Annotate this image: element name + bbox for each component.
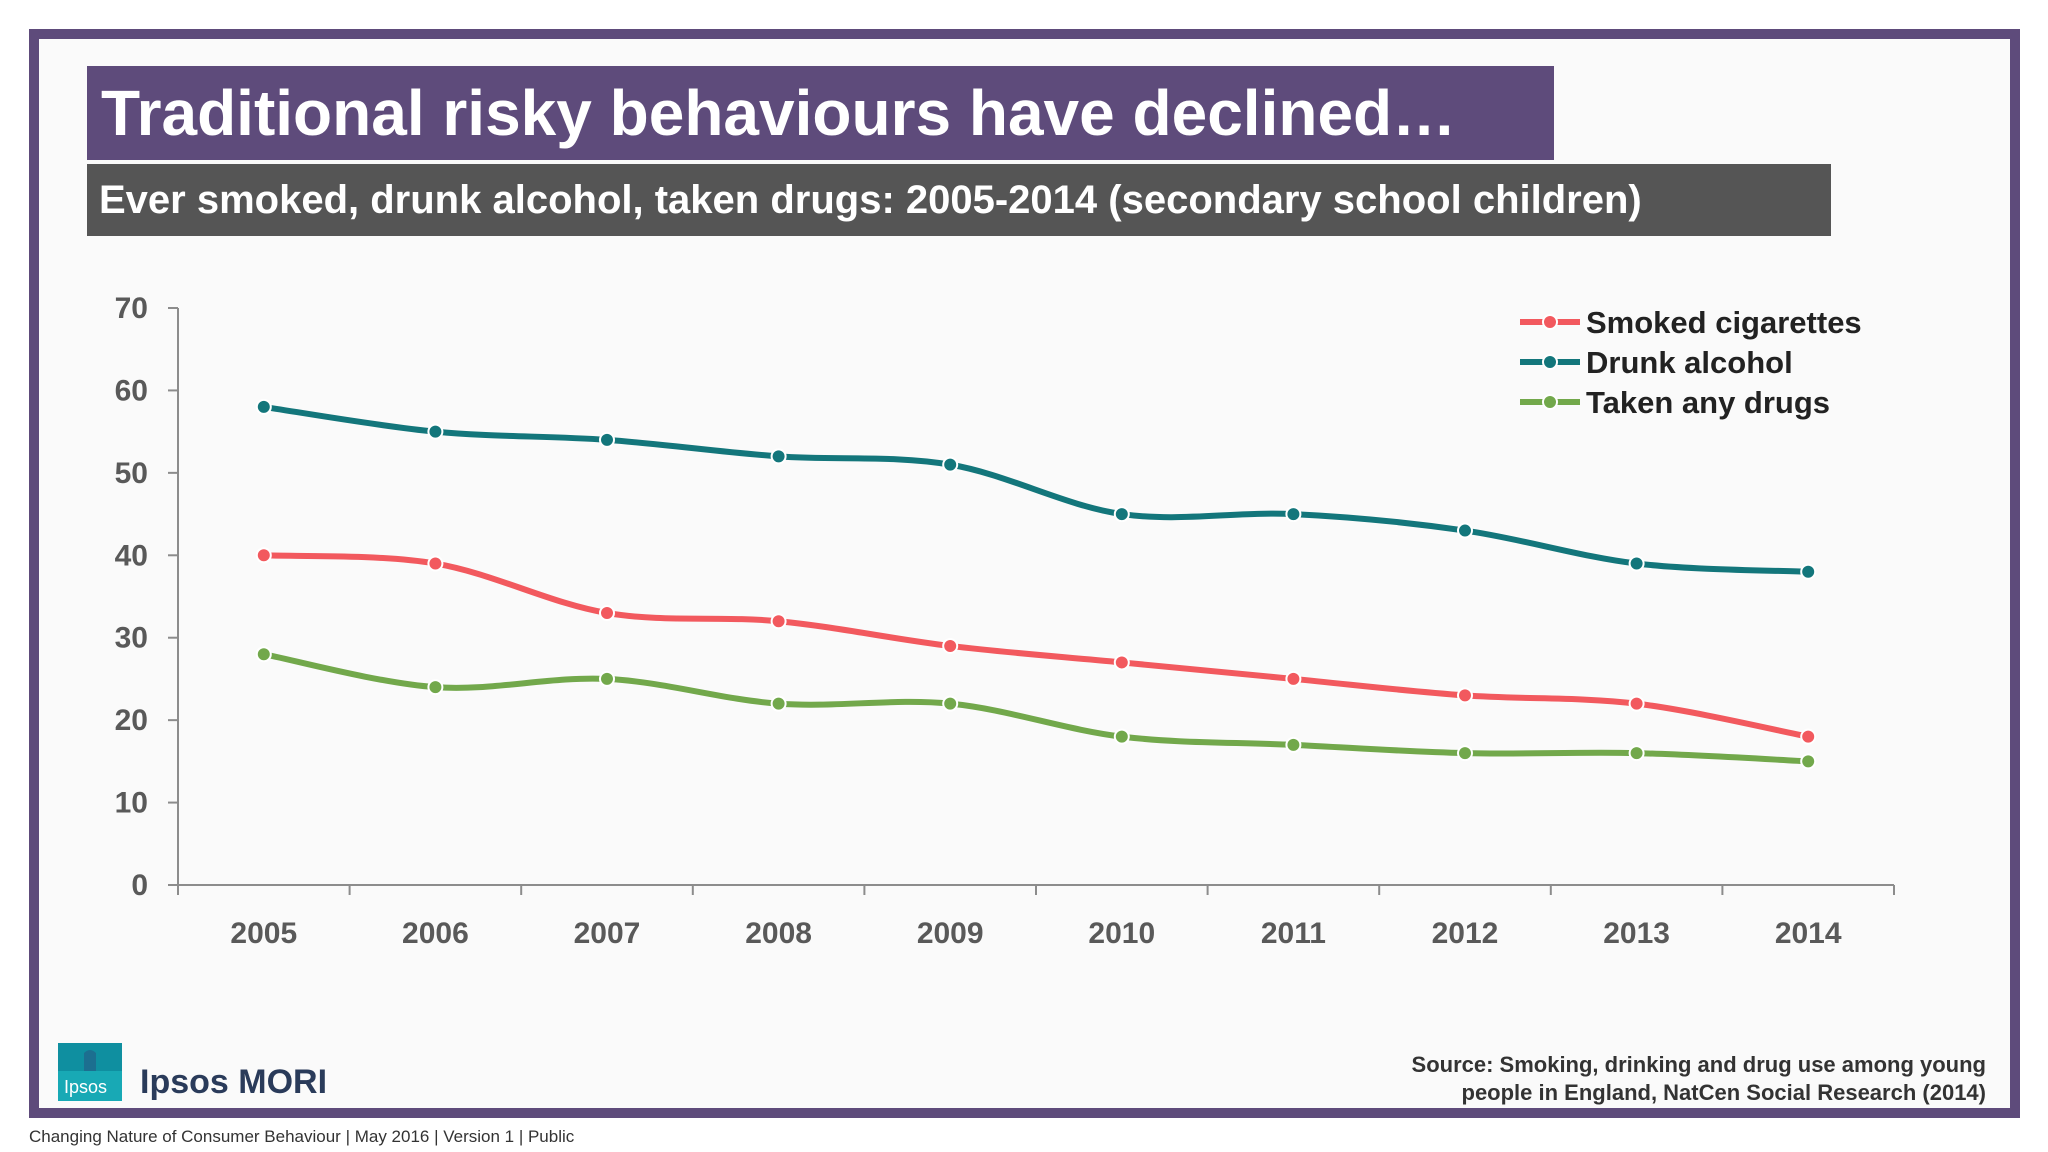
legend-marker [1542,354,1558,370]
data-point [1628,695,1645,712]
data-point [1113,728,1130,745]
x-tick-label: 2013 [1603,917,1670,950]
legend-label: Taken any drugs [1586,385,1830,420]
x-tick-label: 2014 [1775,917,1842,950]
data-point [1113,654,1130,671]
y-tick-label: 20 [115,704,148,737]
x-tick-label: 2007 [574,917,641,950]
ipsos-logo: Ipsos [58,1043,122,1101]
source-line-2: people in England, NatCen Social Researc… [1461,1080,1987,1105]
data-point [770,448,787,465]
series-lines [260,403,1812,765]
data-point [770,695,787,712]
data-point [1457,687,1473,704]
y-tick-label: 10 [115,787,148,820]
chart-subtitle: Ever smoked, drunk alcohol, taken drugs:… [87,164,1831,236]
x-tick-label: 2012 [1432,917,1499,950]
y-tick-label: 50 [115,457,148,490]
source-note: Source: Smoking, drinking and drug use a… [1286,1051,1986,1107]
data-point [427,555,444,572]
x-tick-label: 2008 [745,917,812,950]
chart-legend: Smoked cigarettes Drunk alcohol Taken any … [1520,305,1862,420]
y-tick-label: 70 [115,292,148,325]
data-point [1285,506,1302,523]
data-point [427,423,444,440]
data-point [942,637,959,654]
data-point [427,679,444,696]
source-line-1: Source: Smoking, drinking and drug use a… [1411,1052,1986,1077]
data-point [1457,745,1473,762]
data-point [1113,506,1130,523]
legend-marker [1542,314,1558,330]
data-point [942,456,959,473]
x-tick-label: 2010 [1088,917,1155,950]
slide-title: Traditional risky behaviours have declin… [87,66,1554,160]
data-point [1628,745,1645,762]
data-point [599,431,615,448]
data-point [1628,555,1645,572]
y-tick-label: 40 [115,539,148,572]
y-tick-label: 30 [115,622,148,655]
data-point [1285,736,1302,753]
data-point [255,646,272,663]
chart-axes: 0 10 20 30 40 50 60 70 2005 2006 2007 2008 2009 2010 2… [115,292,1895,950]
series-points [255,398,1817,770]
brand-name: Ipsos MORI [140,1063,328,1101]
legend-marker [1542,394,1558,410]
footer-text: Changing Nature of Consumer Behaviour | … [29,1127,575,1146]
data-point [599,604,615,621]
series-line-1 [260,403,1812,575]
data-point [255,547,272,564]
legend-label: Smoked cigarettes [1586,305,1862,340]
x-tick-label: 2009 [917,917,984,950]
legend-label: Drunk alcohol [1586,345,1793,380]
data-point [942,695,959,712]
svg-text:Ipsos: Ipsos [64,1077,107,1097]
data-point [1285,670,1302,687]
data-point [770,613,787,630]
series-line-2 [260,651,1812,765]
y-tick-label: 60 [115,374,148,407]
data-point [1800,753,1817,770]
data-point [1457,522,1473,539]
y-tick-label: 0 [131,869,148,902]
x-tick-label: 2006 [402,917,469,950]
data-point [1800,728,1817,745]
data-point [255,398,272,415]
data-point [1800,563,1817,580]
x-tick-label: 2011 [1261,917,1326,950]
data-point [599,670,615,687]
x-tick-label: 2005 [230,917,297,950]
series-line-0 [260,552,1812,740]
